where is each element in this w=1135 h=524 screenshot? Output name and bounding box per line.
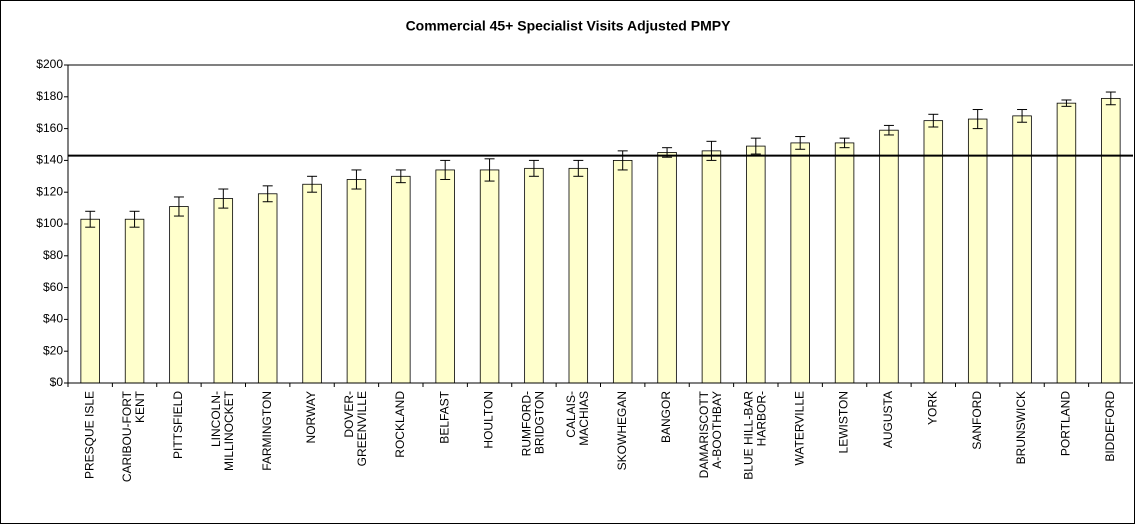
bar	[834, 142, 855, 384]
x-tick-label: KENT	[133, 390, 147, 423]
y-tick-label: $0	[50, 375, 64, 389]
x-tick-label: CALAIS-	[564, 391, 578, 438]
bar	[612, 159, 633, 384]
x-tick-label: WATERVILLE	[792, 391, 806, 465]
x-tick-label: BRUNSWICK	[1014, 391, 1028, 464]
y-tick-label: $100	[36, 216, 63, 230]
y-tick-label: $200	[36, 57, 63, 71]
x-tick-label: FARMINGTON	[260, 391, 274, 471]
y-tick-label: $160	[36, 121, 63, 135]
x-tick-label: HOULTON	[482, 391, 496, 449]
chart-title: Commercial 45+ Specialist Visits Adjuste…	[406, 18, 732, 34]
bar	[923, 120, 944, 384]
x-tick-label: SANFORD	[970, 391, 984, 450]
x-tick-label: BLUE HILL-BAR	[741, 391, 755, 480]
x-tick-label: BELFAST	[437, 390, 451, 443]
y-tick-label: $20	[43, 343, 63, 357]
y-tick-label: $180	[36, 89, 63, 103]
x-tick-label: RUMFORD-	[520, 391, 534, 456]
bar	[568, 167, 589, 384]
x-tick-label: PRESQUE ISLE	[82, 391, 96, 479]
bar	[1101, 97, 1121, 384]
x-tick-label: LINCOLN-	[209, 391, 223, 447]
bar	[257, 193, 278, 384]
bar	[746, 145, 766, 384]
y-tick-label: $140	[36, 153, 63, 167]
bar	[124, 218, 145, 384]
x-tick-label: MACHIAS	[577, 391, 591, 446]
y-tick-label: $120	[36, 184, 63, 198]
y-tick-label: $40	[43, 312, 63, 326]
bar	[391, 175, 411, 384]
x-tick-label: BRIDGTON	[533, 391, 547, 454]
x-tick-label: CARIBOU-FORT	[120, 390, 134, 482]
bar	[1056, 102, 1077, 384]
x-tick-label: MILLINOCKET	[222, 390, 236, 471]
x-tick-label: GREENVILLE	[355, 391, 369, 466]
x-tick-label: SKOWHEGAN	[615, 391, 629, 470]
x-tick-label: A-BOOTHBAY	[710, 391, 724, 469]
bar	[169, 206, 189, 384]
bar	[524, 167, 544, 384]
bar	[80, 218, 100, 384]
bar	[701, 150, 722, 384]
x-tick-label: YORK	[925, 391, 939, 425]
x-tick-label: ROCKLAND	[393, 391, 407, 458]
y-tick-label: $80	[43, 248, 63, 262]
bar	[790, 142, 810, 384]
x-tick-label: PORTLAND	[1059, 391, 1073, 456]
bar	[879, 129, 899, 384]
y-tick-label: $60	[43, 280, 63, 294]
bar	[346, 179, 367, 384]
bar	[213, 198, 234, 384]
bar	[435, 169, 455, 384]
x-tick-label: DOVER-	[342, 391, 356, 438]
bar	[967, 118, 988, 384]
bar	[479, 169, 500, 384]
x-tick-label: DAMARISCOTT	[697, 390, 711, 478]
x-tick-label: BIDDEFORD	[1103, 391, 1117, 462]
bar	[302, 183, 322, 384]
x-tick-label: PITTSFIELD	[171, 391, 185, 459]
x-tick-label: LEWISTON	[837, 391, 851, 453]
bar	[657, 152, 677, 384]
x-tick-label: AUGUSTA	[881, 391, 895, 448]
x-tick-label: BANGOR	[659, 391, 673, 443]
x-tick-label: HARBOR-	[754, 391, 768, 446]
x-tick-label: NORWAY	[304, 391, 318, 443]
